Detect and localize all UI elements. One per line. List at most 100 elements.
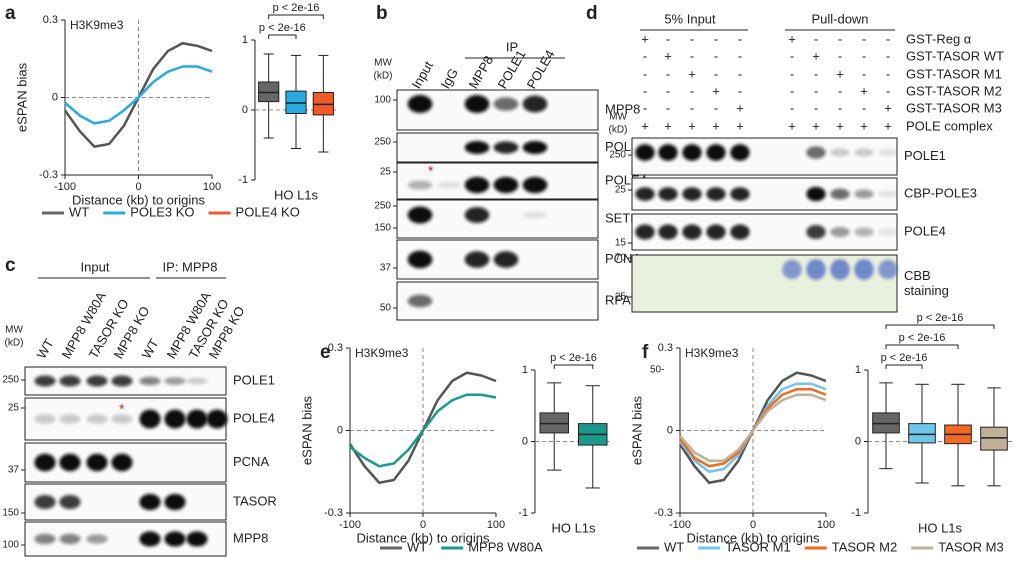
condition-sign: + bbox=[664, 118, 672, 133]
y-axis-label: eSPAN bias bbox=[14, 62, 29, 132]
condition-sign: + bbox=[736, 118, 744, 133]
condition-sign: - bbox=[714, 31, 718, 46]
condition-sign: - bbox=[814, 100, 818, 115]
blot-band bbox=[658, 224, 678, 240]
blot-band bbox=[139, 531, 161, 547]
blot-band bbox=[59, 414, 81, 424]
lane-label: WT bbox=[139, 336, 162, 361]
mw-label: 25 bbox=[380, 167, 392, 178]
condition-sign: - bbox=[814, 83, 818, 98]
protein-label: POLE4 bbox=[233, 410, 275, 425]
y-tick-label: 0 bbox=[522, 435, 528, 447]
x-tick-label: 0 bbox=[750, 519, 756, 531]
blot-band bbox=[59, 453, 81, 472]
condition-sign: - bbox=[790, 100, 794, 115]
blot-band bbox=[139, 376, 161, 386]
blot-band bbox=[34, 494, 56, 510]
blot-band bbox=[706, 224, 726, 240]
condition-label: GST-TASOR WT bbox=[906, 48, 1004, 63]
mw-label: 25 bbox=[615, 185, 627, 196]
x-tick-label: 0 bbox=[135, 181, 141, 193]
blot-band bbox=[407, 206, 433, 224]
significance-bracket bbox=[268, 34, 297, 39]
blot-band bbox=[464, 141, 490, 154]
condition-sign: + bbox=[641, 118, 649, 133]
protein-label: RPA1 bbox=[605, 292, 638, 307]
condition-sign: + bbox=[860, 118, 868, 133]
p-value: p < 2e-16 bbox=[899, 332, 946, 344]
blot-band bbox=[730, 224, 750, 240]
condition-sign: + bbox=[884, 100, 892, 115]
x-tick-label: 0 bbox=[420, 519, 426, 531]
y-tick-label: 0.3 bbox=[328, 342, 343, 354]
condition-sign: + bbox=[664, 48, 672, 63]
y-tick-label: -1 bbox=[238, 174, 248, 186]
condition-sign: + bbox=[836, 118, 844, 133]
condition-sign: - bbox=[666, 100, 670, 115]
condition-sign: - bbox=[643, 66, 647, 81]
blot-band bbox=[464, 251, 490, 268]
blot-band bbox=[111, 375, 133, 387]
x-axis-label: HO L1s bbox=[551, 520, 596, 535]
blot-band bbox=[830, 188, 850, 200]
legend-label: WT bbox=[407, 539, 427, 554]
condition-sign: - bbox=[862, 100, 866, 115]
protein-label: CBP-POLE3 bbox=[904, 185, 977, 200]
mw-label: 15 bbox=[615, 238, 627, 249]
y-tick-label: 1 bbox=[242, 34, 248, 46]
blot-band bbox=[635, 187, 655, 201]
protein-label: CBB bbox=[904, 268, 931, 283]
condition-sign: - bbox=[738, 83, 742, 98]
condition-sign: - bbox=[690, 83, 694, 98]
condition-sign: - bbox=[738, 48, 742, 63]
mw-unit: MW bbox=[5, 325, 23, 336]
blot-band bbox=[806, 186, 826, 202]
legend-label: MPP8 W80A bbox=[468, 539, 543, 554]
condition-sign: - bbox=[814, 31, 818, 46]
condition-sign: - bbox=[886, 66, 890, 81]
condition-sign: - bbox=[666, 66, 670, 81]
blot-band bbox=[139, 409, 161, 429]
x-axis-label: Distance (kb) to origins bbox=[72, 192, 205, 207]
significance-bracket bbox=[268, 14, 324, 19]
chart-title: H3K9me3 bbox=[355, 346, 409, 360]
condition-label: GST-TASOR M2 bbox=[906, 83, 1002, 98]
condition-sign: - bbox=[643, 48, 647, 63]
condition-label: POLE complex bbox=[906, 118, 993, 133]
condition-sign: + bbox=[712, 118, 720, 133]
condition-sign: + bbox=[812, 118, 820, 133]
blot-band bbox=[34, 414, 56, 424]
blot-band bbox=[682, 224, 702, 240]
condition-label: GST-TASOR M1 bbox=[906, 66, 1002, 81]
y-tick-label: 0 bbox=[242, 104, 248, 116]
condition-sign: + bbox=[788, 118, 796, 133]
blot-band bbox=[206, 409, 228, 429]
blot-band bbox=[854, 227, 874, 237]
blot-frame bbox=[631, 254, 898, 313]
blot-band bbox=[522, 141, 548, 154]
p-value: p < 2e-16 bbox=[550, 352, 597, 364]
blot-band bbox=[830, 226, 850, 238]
condition-sign: - bbox=[838, 100, 842, 115]
legend-label: TASOR M1 bbox=[725, 539, 791, 554]
y-tick-label: -0.3 bbox=[324, 507, 343, 519]
condition-sign: + bbox=[688, 66, 696, 81]
box bbox=[908, 423, 936, 444]
blot-band bbox=[407, 180, 433, 190]
mw-label: 25 bbox=[8, 403, 20, 414]
protein-label: PCNA bbox=[233, 454, 269, 469]
condition-sign: - bbox=[790, 83, 794, 98]
x-tick-label: 100 bbox=[817, 519, 835, 531]
blot-band bbox=[730, 144, 750, 161]
blot-band bbox=[706, 144, 726, 161]
blot-band bbox=[878, 190, 898, 198]
group-header: 5% Input bbox=[664, 11, 716, 26]
blot-band bbox=[854, 148, 874, 157]
condition-sign: - bbox=[838, 31, 842, 46]
legend-label: TASOR M3 bbox=[938, 539, 1004, 554]
condition-sign: - bbox=[790, 48, 794, 63]
group-header: IP: MPP8 bbox=[163, 259, 218, 274]
panel-label: b bbox=[376, 3, 388, 24]
mw-unit: (kD) bbox=[374, 71, 393, 82]
blot-band bbox=[522, 211, 548, 219]
